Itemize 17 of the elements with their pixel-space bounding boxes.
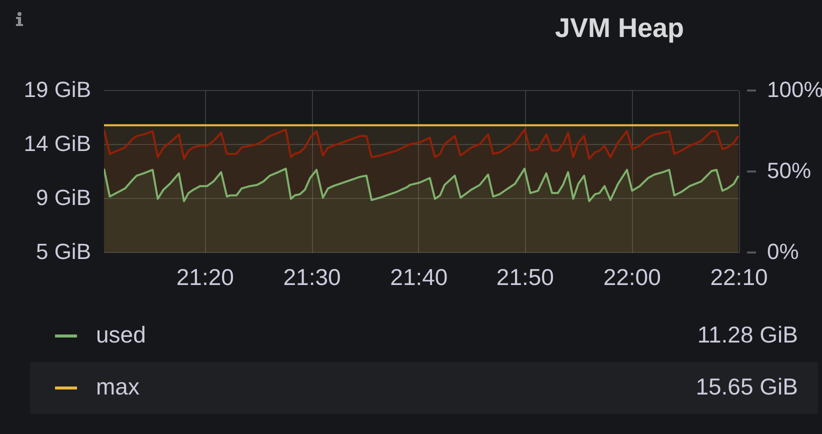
x-tick-label: 21:50 — [496, 264, 554, 290]
y-tick-label: 9 GiB — [36, 184, 91, 210]
chart-title: JVM Heap — [555, 13, 684, 43]
x-tick-label: 21:20 — [176, 264, 234, 290]
x-tick-label: 21:40 — [390, 264, 448, 290]
x-tick-label: 22:10 — [710, 264, 768, 290]
legend-label: used — [96, 321, 146, 348]
x-tick-label: 21:30 — [283, 264, 341, 290]
y2-tick-label: 50% — [767, 158, 812, 183]
x-tick-label: 22:00 — [603, 264, 661, 290]
y-tick-label: 19 GiB — [24, 76, 91, 102]
legend-label: max — [96, 373, 140, 400]
text: 11.28 GiB — [697, 321, 798, 348]
y2-tick-label: 0% — [767, 238, 799, 264]
y-tick-label: 5 GiB — [36, 238, 91, 264]
y-tick-label: 14 GiB — [24, 130, 91, 156]
text: 15.65 GiB — [696, 373, 798, 400]
